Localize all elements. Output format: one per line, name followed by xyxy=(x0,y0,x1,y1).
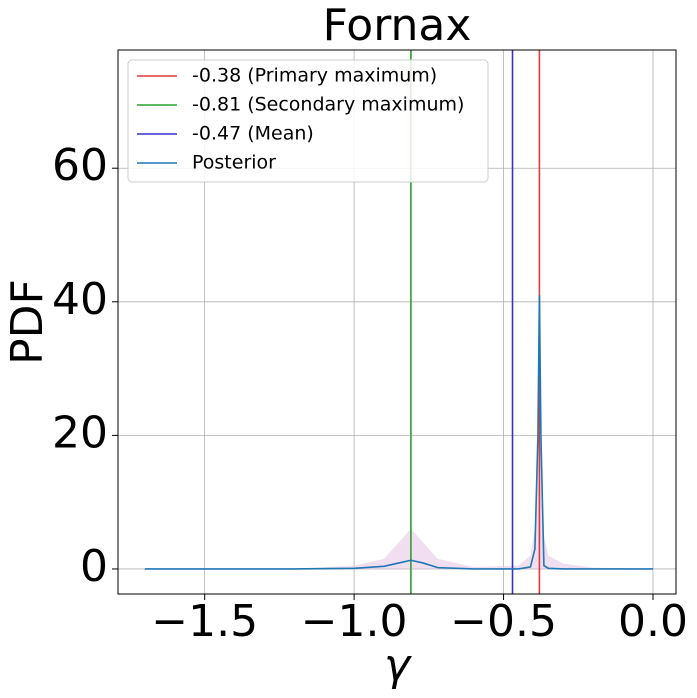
uncertainty-band xyxy=(144,295,653,569)
plot-frame xyxy=(117,49,677,595)
y-tick-label: 0 xyxy=(80,541,108,592)
legend-label: Posterior xyxy=(192,152,276,174)
legend: -0.38 (Primary maximum) -0.81 (Secondary … xyxy=(127,59,489,183)
x-axis-label: γ xyxy=(384,640,412,691)
axes: −1.5 −1.0 −0.5 0.0 0 20 40 60 xyxy=(52,140,688,647)
legend-label: -0.81 (Secondary maximum) xyxy=(192,94,464,116)
x-tick-label: 0.0 xyxy=(618,596,688,647)
y-axis-label: PDF xyxy=(2,279,53,365)
posterior-line xyxy=(144,295,653,570)
y-tick-label: 20 xyxy=(52,407,108,458)
y-tick-label: 60 xyxy=(52,140,108,191)
chart-title: Fornax xyxy=(323,0,472,51)
x-tick-label: −0.5 xyxy=(450,596,557,647)
x-tick-label: −1.0 xyxy=(301,596,408,647)
x-tick-label: −1.5 xyxy=(151,596,258,647)
legend-label: -0.47 (Mean) xyxy=(192,123,314,145)
y-tick-label: 40 xyxy=(52,274,108,325)
legend-box xyxy=(127,59,489,183)
legend-label: -0.38 (Primary maximum) xyxy=(192,65,437,87)
